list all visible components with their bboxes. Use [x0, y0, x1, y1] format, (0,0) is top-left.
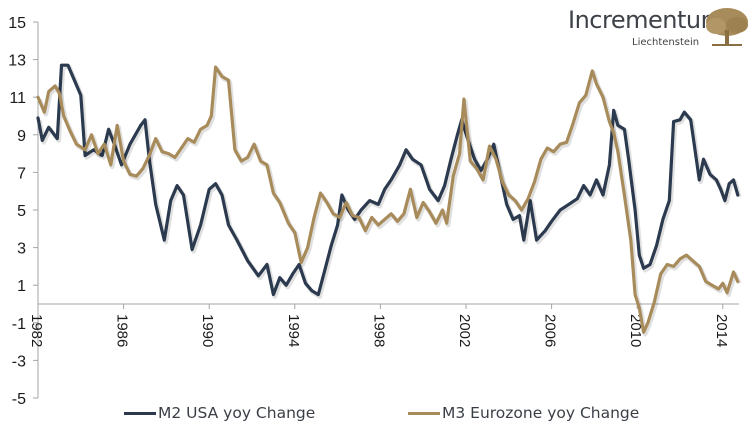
x-tick-label: 1998	[370, 314, 387, 347]
x-tick-label: 2002	[456, 314, 473, 347]
y-tick-label: 3	[17, 241, 26, 258]
x-tick-label: 1990	[199, 314, 216, 347]
legend-swatch-m2-usa	[124, 411, 156, 415]
series-line-m2-usa	[36, 63, 740, 297]
tree-icon	[706, 8, 748, 46]
series-layer	[36, 63, 742, 337]
logo-name: Incrementum	[568, 6, 724, 34]
x-tick-label: 2014	[713, 314, 730, 347]
series-line-m3-eurozone	[36, 65, 740, 334]
axes: 15 13 11 9 7 5 3 1 -1 -3 -5 1982 1986 1990 1994 1998 200…	[8, 15, 739, 408]
logo-subtitle: Liechtenstein	[632, 37, 700, 48]
x-tick-label: 1986	[114, 314, 131, 347]
legend-label-m3-eurozone: M3 Eurozone yoy Change	[442, 404, 640, 422]
legend-swatch-m3-eurozone	[408, 411, 440, 415]
y-tick-label: -3	[12, 353, 26, 370]
y-tick-label: 5	[17, 203, 26, 220]
legend-item-m3-eurozone: M3 Eurozone yoy Change	[408, 404, 639, 422]
x-tick-label: 1982	[28, 314, 45, 347]
y-tick-label: 1	[17, 278, 26, 295]
y-tick-label: -5	[12, 391, 26, 408]
y-tick-label: -1	[12, 316, 26, 333]
legend-label-m2-usa: M2 USA yoy Change	[158, 404, 316, 422]
y-tick-label: 7	[17, 165, 26, 182]
legend: M2 USA yoy Change M3 Eurozone yoy Change	[0, 404, 754, 428]
y-tick-label: 9	[17, 128, 26, 145]
x-tick-label: 1994	[285, 314, 302, 347]
y-tick-label: 13	[8, 53, 26, 70]
legend-item-m2-usa: M2 USA yoy Change	[124, 404, 315, 422]
y-tick-label: 11	[9, 90, 26, 107]
logo: Incrementum Liechtenstein	[566, 6, 752, 52]
x-tick-label: 2010	[627, 314, 644, 347]
y-tick-label: 15	[8, 15, 26, 32]
x-tick-label: 2006	[542, 314, 559, 347]
